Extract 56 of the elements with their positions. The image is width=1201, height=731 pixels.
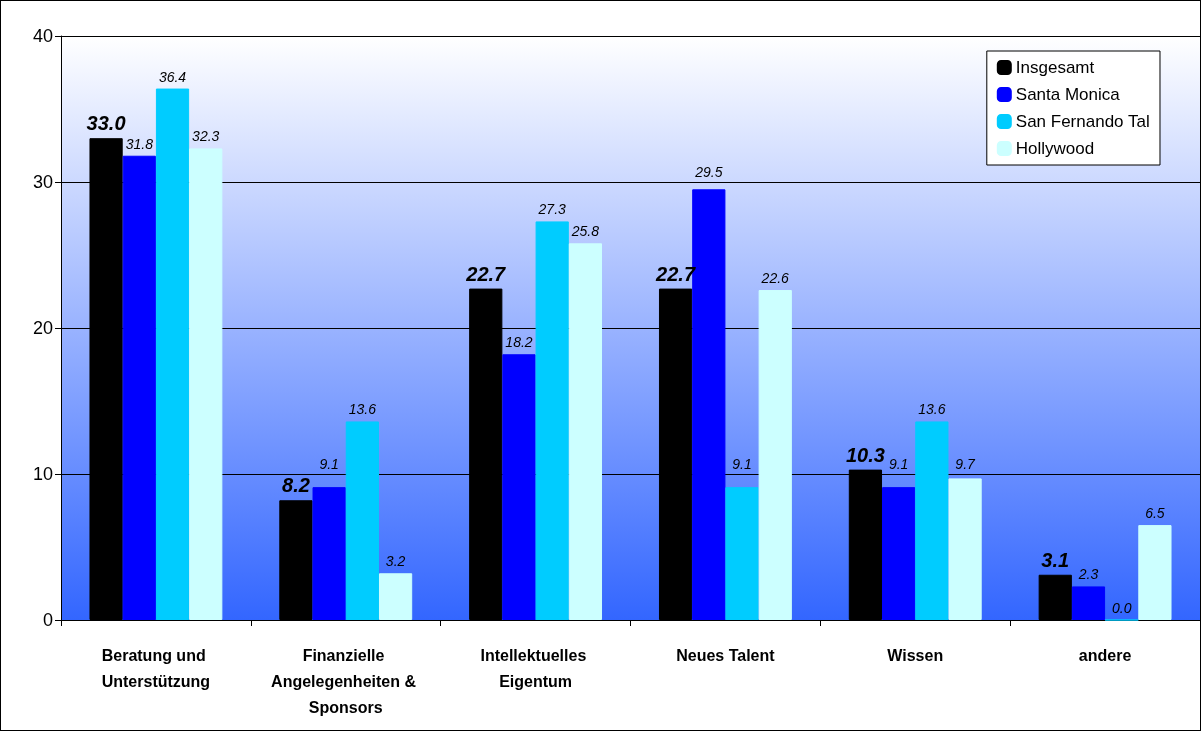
bar (1038, 574, 1072, 620)
data-label: 22.7 (465, 262, 507, 285)
data-label: 9.1 (319, 455, 339, 472)
data-label: 3.1 (1041, 548, 1070, 571)
data-label: 36.4 (158, 68, 187, 85)
data-label: 27.3 (537, 201, 567, 218)
bar (882, 487, 916, 620)
y-tick-label: 20 (32, 318, 53, 338)
x-tick-label: Beratung und Unterstützung (101, 646, 211, 690)
data-label: 9.1 (732, 455, 752, 472)
y-tick-label: 40 (32, 26, 53, 46)
bar (378, 573, 413, 620)
bar (279, 500, 313, 620)
data-label: 18.2 (505, 334, 533, 351)
bar (345, 421, 379, 620)
bar (915, 421, 949, 620)
data-label: 33.0 (86, 112, 126, 135)
legend-label: San Fernando Tal (1015, 112, 1150, 131)
data-label: 2.3 (1077, 566, 1099, 583)
bar (535, 221, 569, 620)
bar (568, 243, 603, 620)
bar (1071, 586, 1106, 620)
y-tick-label: 30 (32, 172, 53, 192)
data-label: 29.5 (694, 163, 723, 180)
bar (312, 487, 346, 620)
legend-label: Santa Monica (1015, 85, 1121, 104)
x-tick-label: Intellektuelles Eigentum (480, 646, 591, 690)
data-label: 13.6 (348, 401, 377, 418)
y-tick-label: 0 (42, 610, 53, 630)
bar (948, 478, 982, 620)
data-label: 8.2 (282, 474, 310, 497)
data-label: 9.1 (888, 455, 909, 472)
legend-label: Hollywood (1015, 139, 1095, 158)
bar (155, 88, 190, 620)
data-label: 22.6 (760, 270, 790, 287)
bar (189, 148, 223, 620)
data-label: 9.7 (955, 455, 977, 472)
bar (502, 354, 536, 620)
bar (122, 155, 156, 620)
bar (725, 487, 759, 620)
data-label: 13.6 (918, 401, 946, 418)
data-label: 6.5 (1145, 505, 1165, 522)
data-label: 3.2 (385, 553, 406, 570)
x-tick-label: andere (1078, 646, 1132, 664)
data-label: 0.0 (1111, 599, 1132, 616)
x-tick-label: Finanzielle Angelegenheiten & Sponsors (271, 646, 421, 716)
bar (1138, 525, 1172, 620)
legend-label: Insgesamt (1015, 58, 1095, 77)
x-tick-label: Neues Talent (676, 646, 776, 664)
y-tick-label: 10 (32, 464, 53, 484)
x-tick-label: Wissen (887, 646, 944, 664)
data-label: 31.8 (125, 135, 154, 152)
data-label: 32.3 (192, 128, 220, 145)
data-label: 25.8 (570, 223, 600, 240)
bar (758, 290, 792, 620)
data-label: 10.3 (845, 443, 885, 466)
